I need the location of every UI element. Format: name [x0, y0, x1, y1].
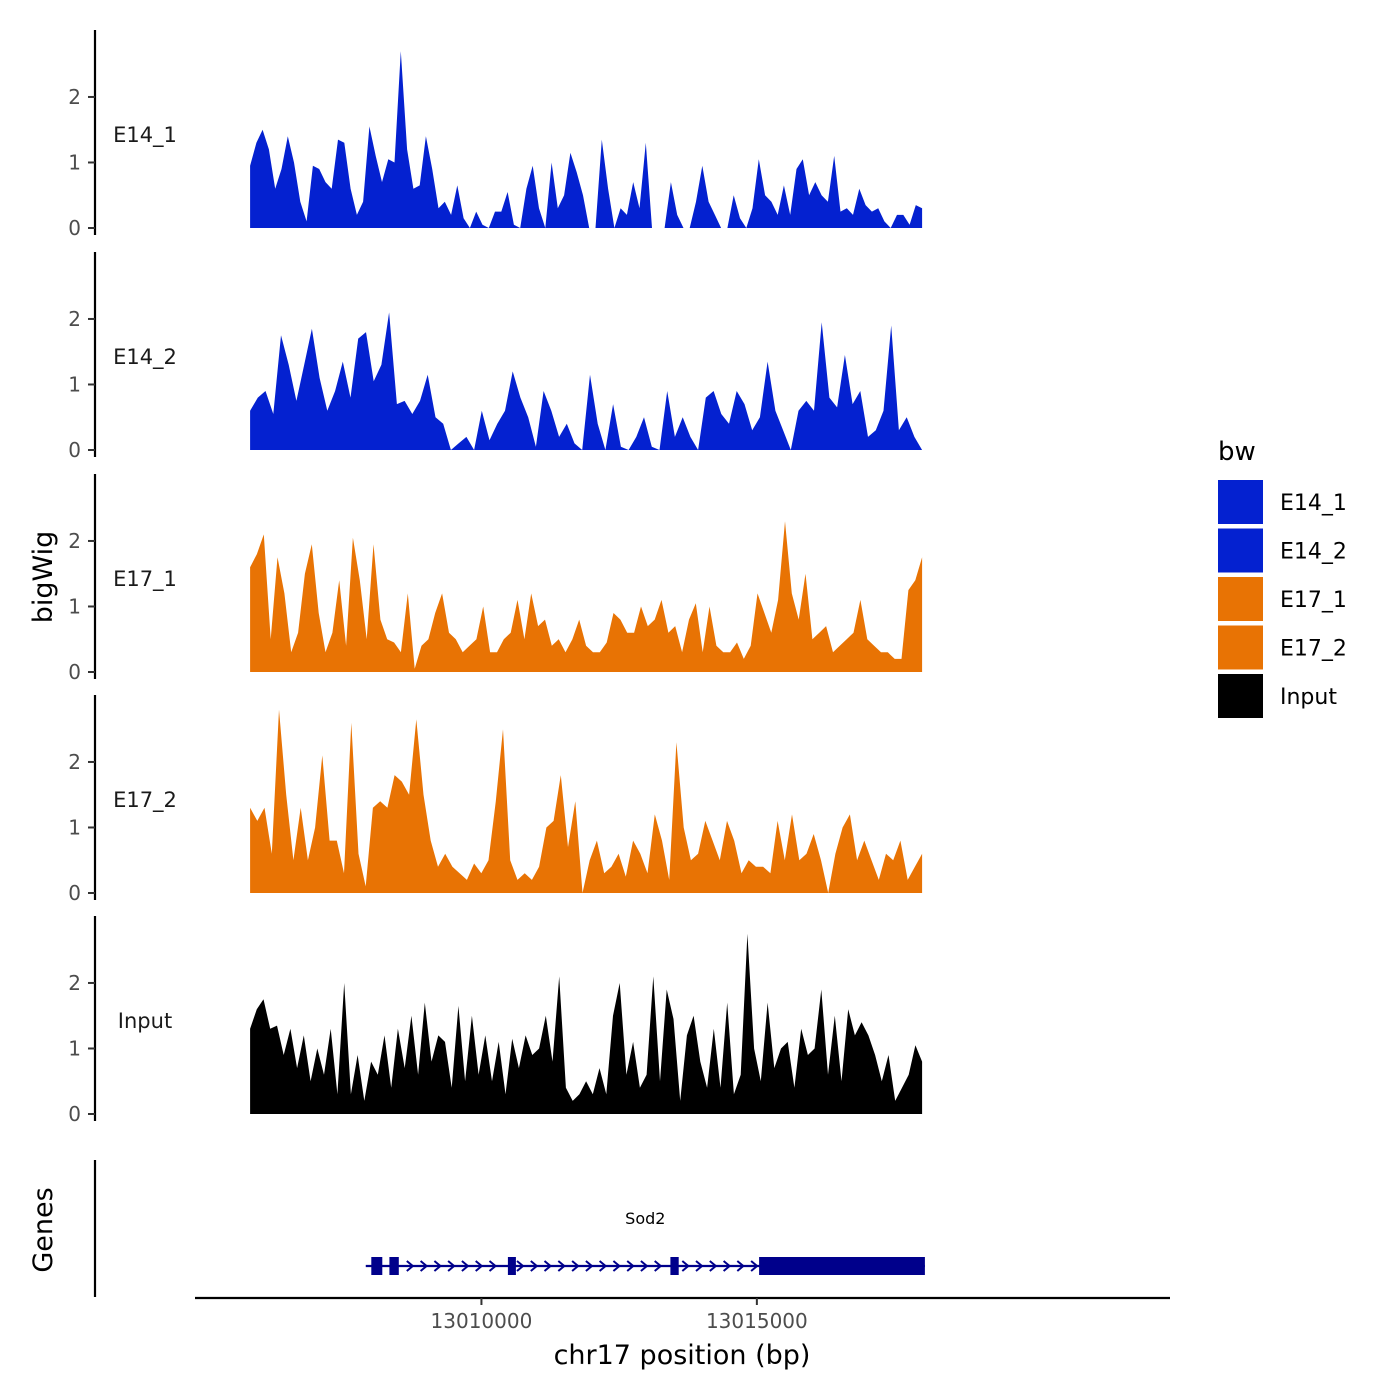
legend-swatch-Input — [1218, 674, 1263, 718]
strand-arrow — [750, 1260, 759, 1272]
y-tick-label: 1 — [68, 1036, 81, 1060]
x-axis: 13010000 13015000 — [195, 1296, 1170, 1333]
strand-arrow — [557, 1260, 566, 1272]
y-axis-title: bigWig — [28, 531, 59, 624]
y-tick-label: 0 — [68, 216, 81, 240]
gene-exon — [759, 1257, 925, 1275]
strand-arrow — [488, 1260, 498, 1272]
y-tick-label: 1 — [68, 372, 81, 396]
track-panels: 0 1 2 E14_1 0 1 2 E14_2 0 1 2 E17_1 0 1 2 E17_2 0 1 2 Input — [68, 30, 923, 1126]
strand-arrow — [475, 1260, 484, 1272]
gene-track-title: Genes — [28, 1187, 59, 1272]
strand-arrow — [447, 1260, 456, 1272]
track-label: E17_1 — [113, 567, 177, 592]
gene-name-label: Sod2 — [625, 1209, 665, 1228]
legend-swatch-E14_1 — [1218, 480, 1263, 524]
gene-exon — [670, 1257, 679, 1275]
y-tick-label: 2 — [68, 307, 81, 331]
track-E17_2: 0 1 2 E17_2 — [68, 695, 923, 905]
strand-arrow — [516, 1260, 525, 1272]
coverage-area-Input — [250, 933, 923, 1114]
strand-arrow — [585, 1260, 594, 1272]
legend: bw E14_1 E14_2 E17_1 E17_2 Input — [1218, 437, 1347, 718]
legend-label-E17_1: E17_1 — [1280, 588, 1347, 613]
legend-swatch-E17_1 — [1218, 577, 1263, 621]
track-E17_1: 0 1 2 E17_1 — [68, 474, 923, 684]
track-E14_2: 0 1 2 E14_2 — [68, 252, 923, 462]
coverage-area-E14_2 — [250, 312, 923, 450]
legend-label-Input: Input — [1280, 685, 1337, 710]
strand-arrow — [406, 1260, 415, 1272]
track-label: E14_1 — [113, 123, 177, 148]
strand-arrow — [530, 1260, 539, 1272]
strand-arrow — [654, 1260, 663, 1272]
x-tick-label: 13015000 — [706, 1309, 808, 1333]
strand-arrow — [640, 1260, 649, 1272]
gene-exon — [389, 1257, 399, 1275]
y-tick-label: 2 — [68, 750, 81, 774]
track-E14_1: 0 1 2 E14_1 — [68, 30, 923, 240]
strand-arrow — [419, 1260, 429, 1272]
y-tick-label: 1 — [68, 150, 81, 174]
track-label: E17_2 — [113, 788, 177, 813]
x-tick-label: 13010000 — [431, 1309, 533, 1333]
y-tick-label: 2 — [68, 85, 81, 109]
y-tick-label: 1 — [68, 594, 81, 618]
strand-arrow — [571, 1260, 580, 1272]
x-axis-title: chr17 position (bp) — [554, 1340, 811, 1371]
y-tick-label: 2 — [68, 971, 81, 995]
coverage-area-E17_1 — [250, 521, 923, 672]
y-tick-label: 0 — [68, 438, 81, 462]
legend-title: bw — [1218, 437, 1256, 467]
strand-arrow — [695, 1260, 704, 1272]
y-tick-label: 2 — [68, 529, 81, 553]
track-label: Input — [118, 1009, 172, 1033]
legend-label-E14_2: E14_2 — [1280, 540, 1347, 565]
strand-arrow — [461, 1260, 470, 1272]
strand-arrow — [626, 1260, 635, 1272]
gene-exon — [371, 1257, 383, 1275]
y-tick-label: 0 — [68, 881, 81, 905]
coverage-area-E14_1 — [250, 51, 923, 228]
coverage-area-E17_2 — [250, 709, 923, 893]
y-tick-label: 0 — [68, 1102, 81, 1126]
gene-track: Genes Sod2 — [28, 1160, 925, 1297]
y-tick-label: 0 — [68, 660, 81, 684]
legend-swatch-E17_2 — [1218, 625, 1263, 670]
track-Input: 0 1 2 Input — [68, 916, 923, 1126]
strand-arrow — [736, 1260, 745, 1272]
strand-arrow — [709, 1260, 718, 1272]
strand-arrow — [543, 1260, 553, 1272]
gene-exon — [507, 1257, 516, 1275]
strand-arrow — [681, 1260, 690, 1272]
strand-arrow — [612, 1260, 621, 1272]
legend-label-E17_2: E17_2 — [1280, 637, 1347, 662]
strand-arrow — [598, 1260, 608, 1272]
y-tick-label: 1 — [68, 815, 81, 839]
strand-arrow — [722, 1260, 732, 1272]
legend-label-E14_1: E14_1 — [1280, 491, 1347, 516]
track-label: E14_2 — [113, 345, 177, 370]
strand-arrow — [433, 1260, 442, 1272]
legend-swatch-E14_2 — [1218, 528, 1263, 573]
